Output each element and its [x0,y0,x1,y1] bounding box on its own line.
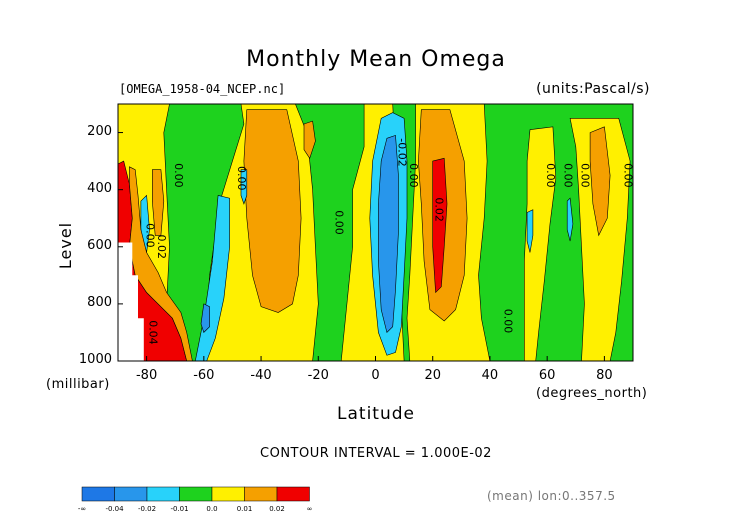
colorbar-label: 0.02 [269,505,285,513]
contour-region-7 [589,126,611,237]
x-tick-label: -60 [193,368,215,383]
colorbar-swatch-below_-0.04 [81,486,115,502]
y-axis-unit: (millibar) [46,377,110,392]
contour-region-13 [378,134,399,333]
contour-label-12: 0.02 [155,235,168,260]
colorbar [81,486,310,502]
x-axis-unit: (degrees_north) [536,386,648,401]
x-tick-label: -40 [250,368,272,383]
contour-region-15 [240,169,248,205]
contour-label-4: 0.00 [407,163,420,188]
colorbar-label: ∞ [306,505,313,513]
colorbar-swatch-0.0_0.01 [211,486,245,502]
contour-region-19 [566,197,574,242]
contour-label-0: 0.00 [172,163,185,188]
colorbar-swatch-above_0.02 [276,486,310,502]
tick-layer [118,132,605,362]
contour-region-9 [243,109,302,313]
contour-region-8 [303,120,316,159]
chart-title: Monthly Mean Omega [246,47,506,72]
contour-label-1: 0.00 [235,166,248,191]
contour-region-18 [526,209,534,253]
colorbar-label: -0.01 [170,505,189,513]
x-tick-label: 20 [424,368,441,383]
x-tick-label: -20 [307,368,329,383]
contour-label-9: 0.00 [579,163,592,188]
x-tick-label: 60 [538,368,556,383]
colorbar-label: -0.04 [105,505,124,513]
contour-label-10: 0.00 [621,163,634,188]
contour-label-11: 0.00 [144,223,157,248]
x-tick-label: 0 [371,368,380,383]
contour-label-5: 0.02 [433,197,446,222]
contour-label-6: 0.00 [501,309,514,334]
colorbar-swatch-0.01_0.02 [244,486,278,502]
x-tick-label: 40 [481,368,499,383]
y-tick-label: 600 [87,237,112,253]
mean-note: (mean) lon:0..357.5 [487,489,616,503]
colorbar-swatch--0.01_0.0 [179,486,213,502]
colorbar-label: 0.0 [206,505,218,513]
units-label: (units:Pascal/s) [536,81,650,97]
x-tick-label: -80 [135,368,158,383]
contour-label-3: -0.02 [395,138,408,166]
contour-region-16 [200,303,210,333]
contour-interval-text: CONTOUR INTERVAL = 1.000E-02 [260,446,492,461]
file-label: [OMEGA_1958-04_NCEP.nc] [119,82,286,96]
contour-label-7: 0.00 [544,163,557,188]
colorbar-label: 0.01 [236,505,253,513]
y-tick-label: 200 [87,123,112,139]
colorbar-swatch--0.02_-0.01 [146,486,180,502]
contour-region-11 [432,157,448,294]
x-tick-label: 80 [596,368,613,383]
x-axis-label: Latitude [337,404,415,424]
y-tick-label: 400 [87,180,112,196]
colorbar-label: -∞ [77,505,87,513]
y-tick-label: 800 [87,294,112,310]
contour-label-8: 0.00 [561,163,574,188]
contour-label-2: 0.00 [332,210,345,235]
colorbar-swatch--0.04_-0.02 [114,486,148,502]
contour-label-layer: 0.00 0.000.00-0.020.000.020.000.00 0.00 0.0… [144,138,635,344]
colorbar-label: -0.02 [137,505,157,513]
contour-region-23 [118,242,144,361]
contour-fill-layer [117,103,634,362]
contour-label-13: 0.04 [146,320,159,345]
contour-region-22 [152,169,165,236]
y-tick-label: 1000 [78,352,112,367]
